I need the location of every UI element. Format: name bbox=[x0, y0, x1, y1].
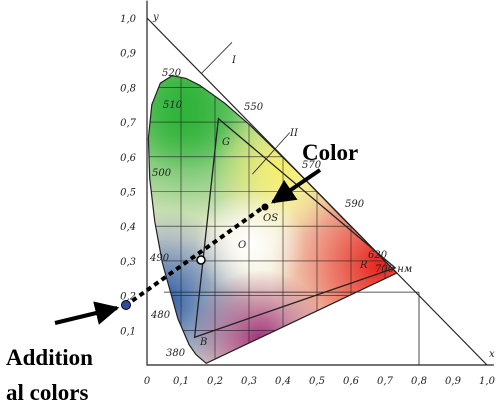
wavelength-label: 490 bbox=[149, 253, 170, 264]
wavelength-label: 480 bbox=[150, 310, 171, 321]
color-gamut bbox=[65, 0, 490, 408]
wavelength-label: 550 bbox=[244, 102, 264, 113]
marker-label: G bbox=[222, 137, 230, 148]
marker-label: II bbox=[289, 128, 299, 139]
y-tick-label: 0,7 bbox=[120, 118, 137, 129]
y-tick-label: 0,5 bbox=[120, 188, 136, 199]
y-tick-label: 0,3 bbox=[120, 257, 136, 268]
diagram: 00,10,20,30,40,50,60,70,80,91,00,10,20,3… bbox=[0, 0, 496, 408]
additional-arrow bbox=[55, 308, 117, 323]
line-i bbox=[201, 42, 232, 73]
white-point bbox=[197, 256, 205, 264]
x-axis-label: x bbox=[489, 349, 495, 360]
x-tick-label: 0,8 bbox=[411, 376, 427, 387]
wavelength-label: 700 нм bbox=[375, 264, 412, 275]
y-tick-label: 0,1 bbox=[120, 326, 136, 337]
marker-label: R bbox=[359, 260, 368, 271]
x-tick-label: 1,0 bbox=[479, 376, 496, 387]
x-tick-label: 0,3 bbox=[241, 376, 257, 387]
annotation: al colors bbox=[6, 380, 88, 405]
x-tick-label: 0,9 bbox=[445, 376, 462, 387]
wavelength-label: 510 bbox=[163, 100, 183, 111]
wavelength-label: 620 bbox=[368, 250, 388, 261]
x-tick-label: 0 bbox=[144, 376, 151, 387]
x-tick-label: 0,5 bbox=[309, 376, 325, 387]
x-tick-label: 0,4 bbox=[275, 376, 291, 387]
additional-point bbox=[122, 301, 131, 310]
x-tick-label: 0,7 bbox=[377, 376, 394, 387]
wavelength-label: 590 bbox=[345, 199, 365, 210]
x-tick-label: 0,2 bbox=[207, 376, 223, 387]
marker-label: O bbox=[238, 240, 246, 251]
marker-label: OS bbox=[263, 213, 278, 224]
wavelength-label: 520 bbox=[162, 68, 182, 79]
x-tick-label: 0,6 bbox=[343, 376, 360, 387]
marker-label: I bbox=[231, 55, 237, 66]
wavelength-label: 380 bbox=[166, 348, 186, 359]
y-tick-label: 0,4 bbox=[120, 222, 136, 233]
x-tick-label: 0,1 bbox=[173, 376, 189, 387]
marker-label: B bbox=[199, 337, 207, 348]
annotation: Addition bbox=[6, 345, 93, 370]
y-tick-label: 0,8 bbox=[120, 83, 136, 94]
wavelength-label: 500 bbox=[152, 168, 172, 179]
annotation: Color bbox=[302, 140, 358, 165]
y-tick-label: 1,0 bbox=[120, 14, 137, 25]
color-point bbox=[262, 204, 269, 211]
y-axis-label: y bbox=[152, 12, 159, 23]
y-tick-label: 0,9 bbox=[120, 49, 137, 60]
y-tick-label: 0,6 bbox=[120, 153, 137, 164]
